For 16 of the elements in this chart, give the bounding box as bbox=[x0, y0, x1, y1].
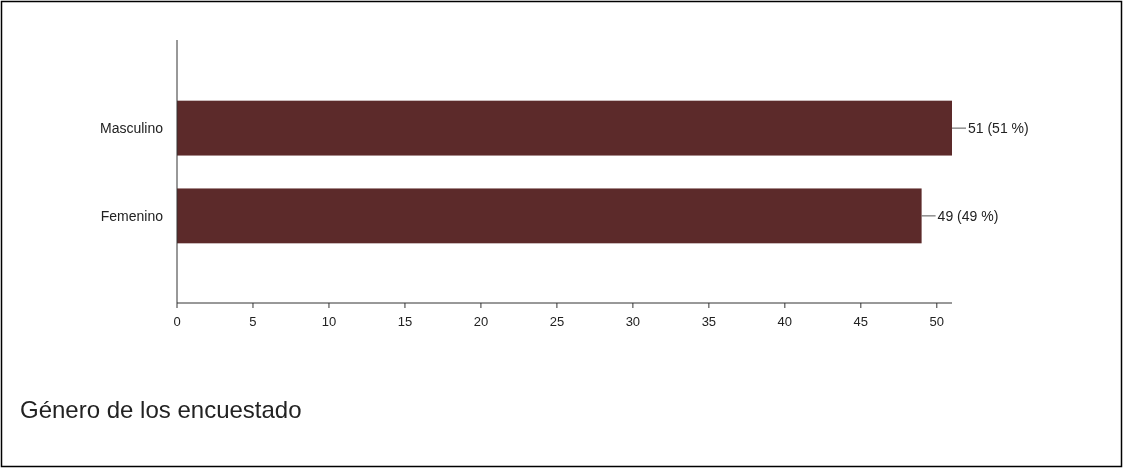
data-label: 51 (51 %) bbox=[968, 120, 1029, 137]
x-tick-label: 40 bbox=[777, 314, 793, 329]
x-tick-label: 20 bbox=[473, 314, 489, 329]
x-tick-label: 5 bbox=[249, 314, 257, 329]
data-label: 49 (49 %) bbox=[937, 207, 999, 224]
x-tick-label: 50 bbox=[929, 314, 945, 329]
x-tick-label: 0 bbox=[173, 314, 181, 329]
x-tick-label: 25 bbox=[549, 314, 565, 329]
text: Género de los encuestado bbox=[20, 396, 302, 423]
y-tick-label: Femenino bbox=[100, 207, 164, 224]
y-tick-label: Masculino bbox=[99, 120, 164, 137]
x-tick-label: 45 bbox=[853, 314, 869, 329]
x-tick-label: 35 bbox=[701, 314, 717, 329]
x-tick-label: 30 bbox=[625, 314, 641, 329]
x-tick-label: 10 bbox=[321, 314, 337, 329]
x-tick-label: 15 bbox=[397, 314, 413, 329]
